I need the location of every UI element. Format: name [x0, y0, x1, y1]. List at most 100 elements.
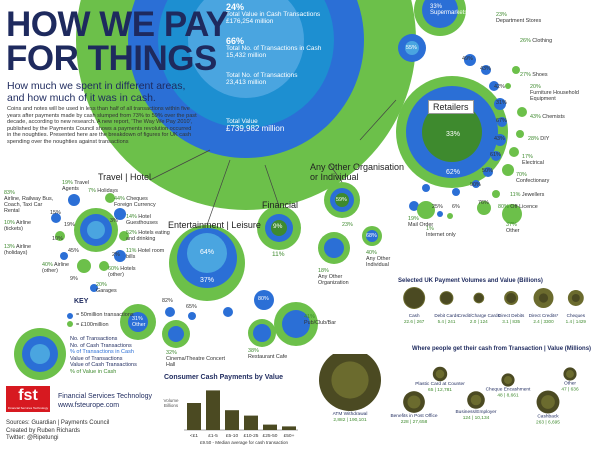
- cash-source-label: Cheque Encashment: [486, 387, 531, 393]
- key-title: KEY: [74, 298, 89, 305]
- other-item: 23%: [342, 222, 353, 228]
- payment-volume-bubble: [440, 292, 453, 304]
- travel-item: 83% Airline, Railway Bus, Coach, Taxi Ca…: [4, 190, 54, 214]
- page-title: HOW WE PAY FOR THINGS: [6, 7, 229, 76]
- item-pct: 31%: [132, 316, 143, 322]
- key-line: No. of Cash Transactions: [70, 342, 132, 349]
- item-label: Airline (holidays): [4, 244, 31, 256]
- item-pct: 59%: [336, 197, 347, 203]
- item-label: Internet only: [426, 232, 456, 238]
- travel-cluster: [51, 193, 129, 292]
- cash-value-circle: [188, 0, 304, 98]
- item-pct: 31%: [496, 100, 507, 106]
- item-label: Other: [132, 322, 146, 328]
- section-financial: Financial: [262, 200, 299, 210]
- bar-chart: <£1 £1-5 £5-10 £10-25 £25-50 £50+£9.50 - Medi…: [184, 390, 298, 445]
- item-label: Clothing: [532, 38, 553, 44]
- retail-item: 31%: [496, 100, 507, 106]
- key-line: No. of Transactions: [70, 336, 118, 342]
- item-label: Travel Agents: [62, 180, 89, 192]
- travel-item: 3%: [110, 218, 118, 224]
- cash-source-figures: 2,882 | 190,101: [333, 417, 367, 423]
- key-line: % of Value in Cash: [70, 368, 117, 375]
- item-label: Other: [506, 228, 520, 234]
- item-pct: 82%: [162, 298, 173, 304]
- payment-figures: 2.0 | 124: [470, 319, 488, 324]
- item-pct: 37%: [200, 277, 215, 284]
- payment-label: Cash: [409, 313, 420, 318]
- retail-item: 43%: [494, 136, 505, 142]
- item-pct: 33%: [446, 131, 461, 138]
- payment-label: Direct Debits: [498, 313, 525, 318]
- item-pct: 1%: [426, 226, 434, 232]
- retail-item: 62%: [446, 169, 460, 176]
- item-pct: 3%: [110, 218, 118, 224]
- travel-item: 10% Airline (tickets): [4, 220, 44, 232]
- retail-item: 90%: [470, 182, 481, 188]
- item-pct: 11%: [126, 248, 137, 254]
- travel-item: 19%: [64, 222, 75, 228]
- item-pct: 19%: [64, 222, 75, 228]
- retail-item: 11% Jewellers: [510, 192, 544, 198]
- logo-text: fst: [18, 387, 38, 404]
- item-pct: 7%: [88, 188, 96, 194]
- item-pct: 40%: [42, 262, 53, 268]
- brand-url[interactable]: www.fsteurope.com: [58, 402, 120, 409]
- item-pct: 80%: [498, 204, 509, 210]
- total-count-amount: 23,413 million: [226, 79, 267, 86]
- item-pct: 50%: [482, 168, 493, 174]
- logo-subtext: Financial Services Technology: [7, 406, 49, 410]
- item-pct: 68%: [366, 233, 377, 239]
- other-org-cluster: [318, 182, 382, 264]
- subtitle-line-2: and how much of it was in cash.: [7, 92, 156, 104]
- item-label: Restaurant Cafe: [248, 354, 288, 360]
- retail-item: 20% Furniture Household Equipment: [530, 84, 590, 102]
- cash-source-figures: 48 | 8,661: [497, 393, 519, 399]
- travel-item: 7% Holidays: [88, 188, 118, 194]
- retail-item: 28% DIY: [528, 136, 549, 142]
- cash-count-amount: 15,432 million: [226, 52, 267, 59]
- fin-item: 11%: [272, 251, 285, 258]
- item-label: Any Other Organization: [318, 274, 349, 286]
- item-label: Garages: [96, 288, 117, 294]
- travel-item: 60% Hotels (other): [108, 266, 148, 278]
- retail-item: 1% Internet only: [426, 226, 466, 238]
- item-pct: 9%: [273, 223, 283, 230]
- item-pct: 55%: [406, 45, 417, 51]
- credits-sources: Sources: Guardian | Payments Council: [6, 420, 110, 426]
- item-label: Shoes: [532, 72, 548, 78]
- key-line: % of Transactions in Cash: [70, 349, 134, 355]
- bar-chart-ylabel: Volume Billions: [163, 398, 179, 408]
- item-pct: 25%: [432, 204, 443, 210]
- bar-tick-label: £50+: [284, 433, 295, 439]
- item-pct: 6%: [452, 204, 460, 210]
- item-pct: 23%: [496, 12, 507, 18]
- cash-source-figures: 263 | 6,695: [536, 419, 560, 425]
- payment-volume-bubble: [538, 293, 549, 303]
- item-label: Supermarkets: [430, 10, 468, 16]
- total-value-label: Total Value: [226, 118, 258, 125]
- other-org-line-2: or Individual: [310, 172, 359, 182]
- item-pct: 17%: [522, 154, 533, 160]
- cash-source-inner: [407, 395, 421, 409]
- dept-inner: [405, 41, 419, 55]
- cash-source-label: Cashback: [537, 413, 559, 419]
- item-pct: 11%: [272, 251, 285, 258]
- item-label: Cheques Foreign Currency: [114, 196, 156, 208]
- section-travel: Travel | Hotel: [98, 172, 152, 182]
- item-pct: 40%: [366, 250, 377, 256]
- item-pct: 19%: [62, 180, 73, 186]
- item-pct: 33%: [430, 4, 443, 10]
- item-pct: 10%: [4, 220, 15, 226]
- travel-item: 13% Airline (holidays): [4, 244, 46, 256]
- item-pct: 20%: [530, 84, 541, 90]
- cash-source-label: Benefits in Post Office: [390, 413, 437, 419]
- key-unit-value: = £100million: [76, 322, 109, 328]
- other-item: 40% Any Other Individual: [366, 250, 406, 268]
- cash-count-label: Total No. of Transactions in Cash: [226, 45, 322, 52]
- item-label: DIY: [540, 136, 550, 142]
- other-item: 18% Any Other Organization: [318, 268, 362, 286]
- cash-count-stat: 66% Total No. of Transactions in Cash 15…: [226, 37, 336, 60]
